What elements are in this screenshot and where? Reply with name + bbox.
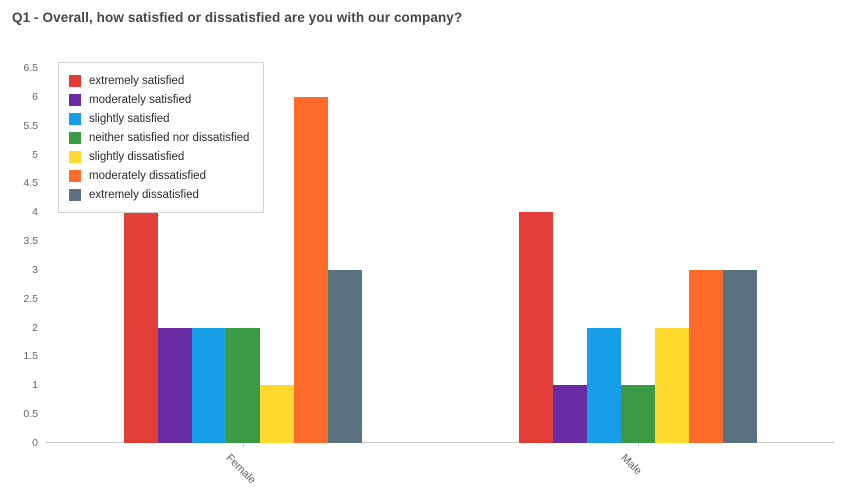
legend-swatch <box>69 93 81 106</box>
x-axis-label-text: Male <box>618 452 644 478</box>
bar <box>552 385 587 443</box>
x-axis-line <box>45 442 835 443</box>
bar <box>293 96 328 443</box>
legend-label: moderately satisfied <box>89 93 192 106</box>
legend-swatch <box>69 169 81 182</box>
y-tick-label: 3.5 <box>23 235 38 248</box>
y-tick-label: 1.5 <box>23 350 38 363</box>
x-axis-tick <box>242 443 244 447</box>
legend-swatch <box>69 112 81 125</box>
bar <box>586 327 621 443</box>
y-tick-label: 6.5 <box>23 62 38 74</box>
x-axis-tick <box>637 443 639 447</box>
legend-item: moderately satisfied <box>69 90 249 109</box>
legend-label: extremely satisfied <box>89 74 185 87</box>
legend-item: slightly satisfied <box>69 109 249 128</box>
y-tick-label: 3 <box>32 263 38 276</box>
x-axis-label: Female <box>223 452 269 486</box>
bar <box>327 269 362 443</box>
bar-group-male <box>518 68 757 443</box>
legend-item: moderately dissatisfied <box>69 166 249 185</box>
legend-swatch <box>69 74 81 87</box>
y-tick-label: 2 <box>32 321 38 334</box>
bar <box>620 385 655 443</box>
legend-item: extremely satisfied <box>69 71 249 90</box>
bar <box>123 212 158 443</box>
legend-item: neither satisfied nor dissatisfied <box>69 128 249 147</box>
bar <box>654 327 689 443</box>
x-axis-label: Male <box>618 452 651 477</box>
bar <box>722 269 757 443</box>
y-tick-label: 0 <box>32 437 38 449</box>
y-tick-label: 4.5 <box>23 177 38 190</box>
plot-area: 0 0.5 1 1.5 2 2.5 3 3.5 4 4.5 5 5.5 6 6.5 Female Male <box>23 62 835 486</box>
bar <box>518 212 553 443</box>
y-tick-label: 0.5 <box>23 408 38 421</box>
y-tick-label: 1 <box>32 379 38 392</box>
x-axis-label-text: Female <box>223 452 258 487</box>
y-tick-label: 5 <box>32 148 38 161</box>
legend: extremely satisfied moderately satisfied s… <box>58 62 265 213</box>
legend-item: slightly dissatisfied <box>69 147 249 166</box>
legend-item: extremely dissatisfied <box>69 185 249 204</box>
bar <box>688 269 723 443</box>
legend-swatch <box>69 131 81 144</box>
bar <box>157 327 192 443</box>
chart-title: Q1 - Overall, how satisfied or dissatisf… <box>12 10 463 25</box>
legend-label: slightly dissatisfied <box>89 150 185 163</box>
y-tick-label: 5.5 <box>23 119 38 132</box>
y-tick-label: 2.5 <box>23 292 38 305</box>
legend-label: slightly satisfied <box>89 112 170 125</box>
bar <box>191 327 226 443</box>
legend-label: moderately dissatisfied <box>89 169 206 182</box>
bar <box>225 327 260 443</box>
legend-swatch <box>69 150 81 163</box>
legend-label: neither satisfied nor dissatisfied <box>89 131 250 144</box>
y-tick-label: 6 <box>32 90 38 103</box>
legend-swatch <box>69 188 81 201</box>
bar-group-female <box>123 68 362 443</box>
legend-label: extremely dissatisfied <box>89 188 199 201</box>
y-tick-label: 4 <box>32 206 38 219</box>
bar <box>259 385 294 443</box>
